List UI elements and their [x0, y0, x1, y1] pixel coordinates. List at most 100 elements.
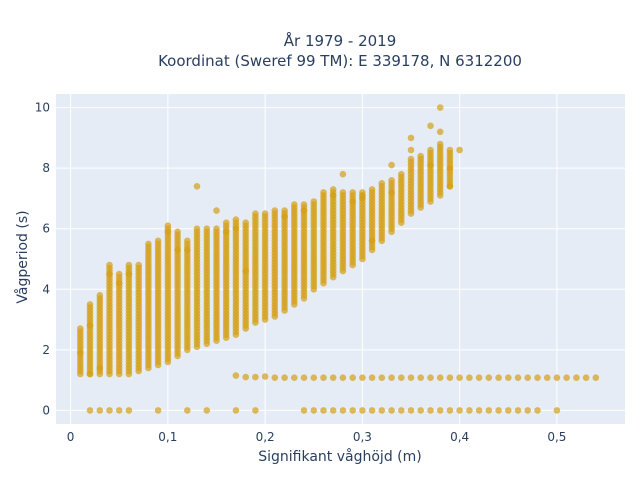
- data-point: [125, 407, 133, 414]
- data-point: [232, 407, 240, 414]
- data-point: [86, 370, 94, 378]
- data-point: [213, 225, 220, 232]
- data-point: [261, 210, 269, 217]
- data-point: [281, 374, 288, 382]
- data-point: [407, 374, 415, 382]
- data-point: [368, 407, 376, 414]
- data-point: [154, 407, 162, 414]
- data-point: [300, 201, 308, 208]
- data-point: [203, 407, 211, 414]
- data-point: [456, 146, 463, 154]
- data-point: [271, 374, 279, 382]
- data-point: [388, 161, 395, 169]
- data-point: [339, 170, 347, 178]
- data-point: [592, 374, 600, 382]
- data-point: [466, 374, 473, 382]
- tick-labels: 0 0,1 0,2 0,3 0,4 0,5 0 2 4 6 8 10: [35, 101, 567, 444]
- data-point: [466, 407, 473, 414]
- data-point: [398, 407, 405, 414]
- data-point: [436, 104, 444, 111]
- data-point: [125, 261, 133, 269]
- data-point: [193, 225, 201, 232]
- data-point: [329, 374, 337, 382]
- data-point: [184, 407, 191, 414]
- data-point: [388, 177, 395, 184]
- data-point: [436, 407, 444, 414]
- data-point: [573, 374, 580, 382]
- data-point: [291, 374, 298, 382]
- data-point: [563, 374, 570, 382]
- data-point: [261, 373, 269, 380]
- data-point: [388, 189, 395, 196]
- data-point: [446, 183, 454, 190]
- data-point: [427, 122, 434, 130]
- data-point: [213, 207, 220, 214]
- data-point: [291, 201, 298, 208]
- x-axis-title: Signifikant våghöjd (m): [258, 448, 421, 465]
- data-point: [154, 237, 162, 245]
- data-point: [553, 374, 561, 382]
- data-point: [446, 146, 454, 154]
- data-point: [174, 228, 181, 236]
- data-point: [115, 279, 123, 287]
- data-point: [242, 373, 249, 381]
- data-point: [329, 186, 337, 193]
- data-point: [407, 146, 415, 154]
- data-point: [427, 407, 434, 414]
- y-tick-label: 4: [42, 282, 50, 296]
- data-point: [368, 374, 376, 382]
- data-point: [310, 198, 318, 205]
- data-point: [252, 210, 259, 217]
- data-point: [86, 322, 94, 329]
- data-point: [436, 128, 444, 136]
- data-point: [534, 374, 541, 382]
- data-point: [320, 374, 327, 382]
- data-point: [359, 192, 366, 199]
- data-point: [427, 161, 434, 169]
- data-point: [232, 225, 240, 232]
- y-axis-title: Vågperiod (s): [14, 210, 31, 303]
- data-point: [125, 270, 133, 278]
- data-point: [184, 237, 191, 245]
- data-point: [115, 407, 123, 414]
- data-point: [300, 407, 308, 414]
- chart-title-line-1: År 1979 - 2019: [284, 31, 397, 50]
- data-point: [388, 374, 395, 382]
- data-point: [349, 189, 357, 196]
- y-tick-label: 0: [42, 403, 50, 417]
- data-point: [222, 219, 230, 226]
- data-point: [300, 374, 308, 382]
- data-point: [232, 372, 240, 379]
- data-point: [281, 207, 288, 214]
- data-point: [446, 374, 454, 382]
- data-point: [417, 407, 425, 414]
- data-point: [524, 407, 531, 414]
- data-point: [349, 374, 357, 382]
- data-point: [242, 267, 249, 275]
- data-point: [378, 407, 386, 414]
- data-point: [475, 407, 483, 414]
- data-point: [77, 325, 84, 332]
- data-point: [475, 374, 483, 382]
- data-point: [427, 374, 434, 382]
- data-point: [145, 240, 152, 248]
- data-point: [456, 407, 463, 414]
- data-point: [456, 374, 463, 382]
- data-point: [485, 407, 493, 414]
- data-point: [495, 374, 502, 382]
- data-point: [86, 407, 94, 414]
- data-point: [252, 373, 259, 381]
- x-tick-label: 0,1: [158, 430, 177, 444]
- data-point: [514, 374, 522, 382]
- data-point: [436, 140, 444, 148]
- data-point: [534, 407, 541, 414]
- data-point: [485, 374, 493, 382]
- data-point: [368, 186, 376, 193]
- data-point: [339, 189, 347, 196]
- data-point: [329, 407, 337, 414]
- data-point: [252, 407, 259, 414]
- data-point: [164, 228, 172, 236]
- data-point: [505, 407, 512, 414]
- data-point: [310, 374, 318, 382]
- data-point: [407, 155, 415, 163]
